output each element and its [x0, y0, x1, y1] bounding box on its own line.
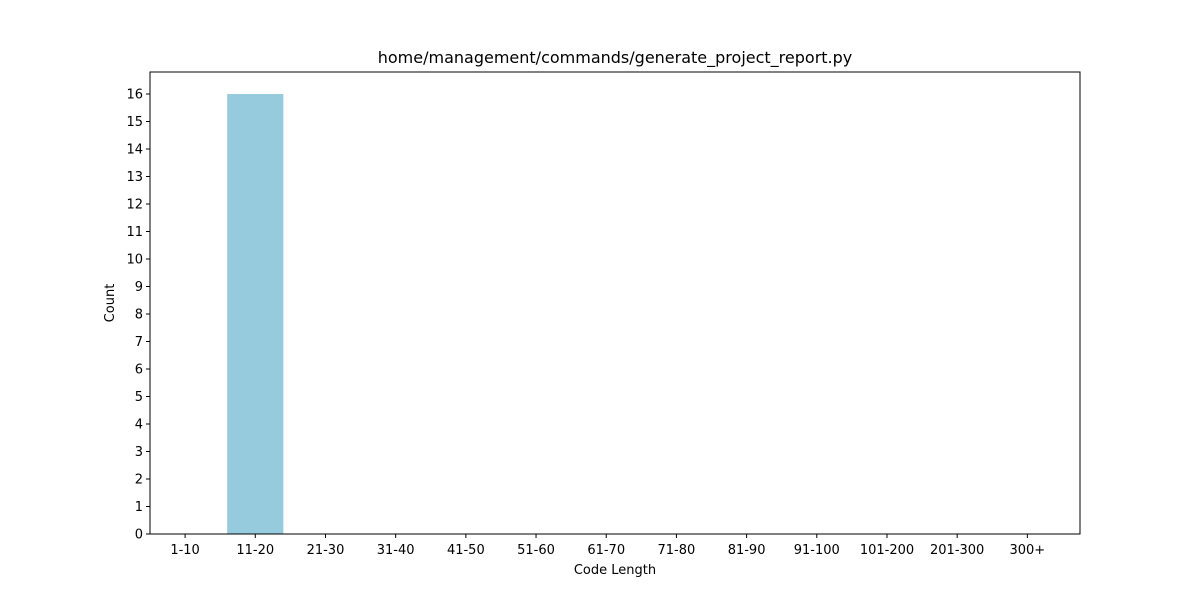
x-tick-label: 11-20 — [236, 543, 274, 558]
x-tick-label: 31-40 — [377, 543, 415, 558]
y-tick-label: 15 — [126, 115, 143, 130]
y-tick-label: 10 — [126, 253, 143, 268]
x-tick-label: 300+ — [1009, 543, 1045, 558]
x-axis-ticks: 1-10 11-20 21-30 31-40 41-50 51-60 61-70 71-80 8… — [170, 534, 1045, 558]
y-tick-label: 8 — [135, 308, 143, 323]
y-tick-label: 9 — [135, 280, 143, 295]
chart-title: home/management/commands/generate_projec… — [378, 48, 853, 68]
y-tick-label: 6 — [135, 363, 143, 378]
y-tick-label: 13 — [126, 170, 143, 185]
x-tick-label: 41-50 — [447, 543, 485, 558]
x-tick-label: 21-30 — [307, 543, 345, 558]
y-tick-label: 14 — [126, 143, 143, 158]
x-tick-label: 101-200 — [860, 543, 914, 558]
x-tick-label: 1-10 — [170, 543, 200, 558]
y-tick-label: 0 — [135, 528, 143, 543]
y-tick-label: 12 — [126, 198, 143, 213]
y-tick-label: 4 — [135, 418, 143, 433]
x-axis-label: Code Length — [574, 563, 656, 578]
y-tick-label: 7 — [135, 335, 143, 350]
x-tick-label: 71-80 — [658, 543, 696, 558]
bars-group — [227, 94, 284, 534]
y-tick-label: 3 — [135, 445, 143, 460]
x-tick-label: 61-70 — [587, 543, 625, 558]
x-tick-label: 51-60 — [517, 543, 555, 558]
bar-11-20 — [227, 94, 284, 534]
y-tick-label: 5 — [135, 390, 143, 405]
x-tick-label: 81-90 — [728, 543, 766, 558]
y-tick-label: 1 — [135, 500, 143, 515]
plot-frame — [149, 71, 1081, 535]
y-tick-label: 11 — [126, 225, 143, 240]
x-tick-label: 91-100 — [794, 543, 840, 558]
y-axis-label: Count — [103, 284, 118, 323]
x-tick-label: 201-300 — [930, 543, 984, 558]
y-tick-label: 2 — [135, 473, 143, 488]
y-tick-label: 16 — [126, 88, 143, 103]
